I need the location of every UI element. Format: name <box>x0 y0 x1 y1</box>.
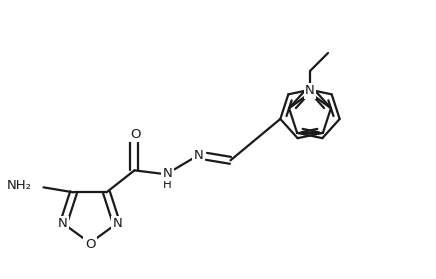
Text: N: N <box>305 85 315 97</box>
Text: O: O <box>85 237 95 251</box>
Text: N: N <box>194 149 203 162</box>
Text: N: N <box>163 167 172 180</box>
Text: O: O <box>130 128 141 141</box>
Text: NH₂: NH₂ <box>7 179 31 192</box>
Text: H: H <box>163 178 172 191</box>
Text: N: N <box>113 217 123 230</box>
Text: N: N <box>58 217 67 230</box>
